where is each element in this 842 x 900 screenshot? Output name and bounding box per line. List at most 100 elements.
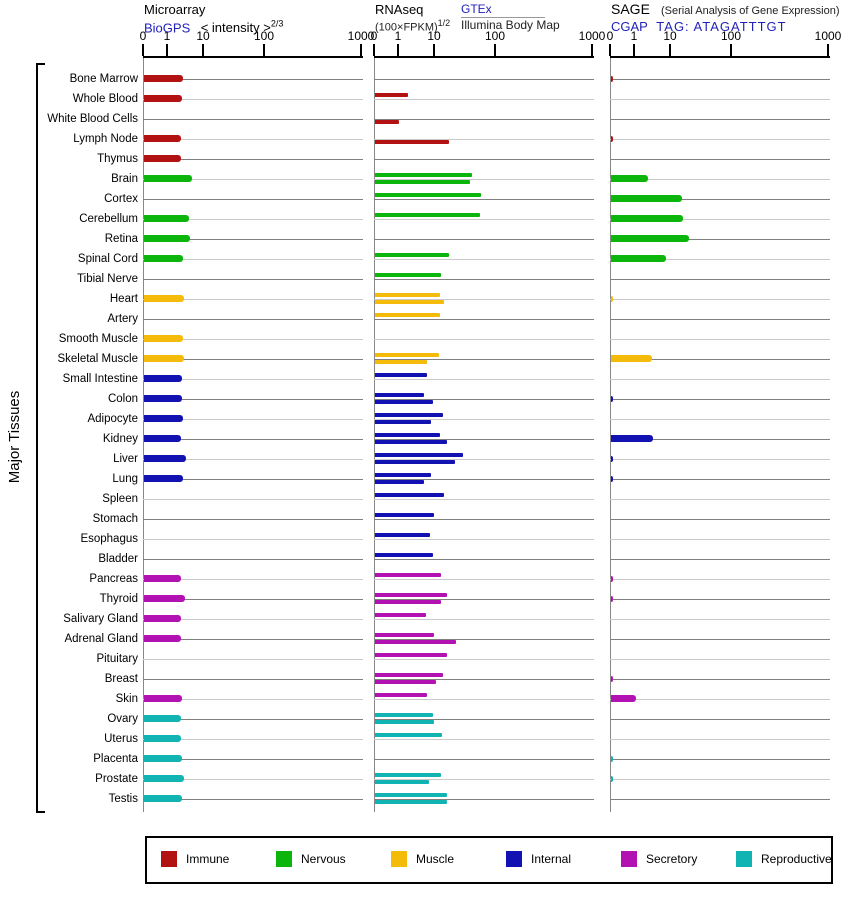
- bar-rnaseq-gtex: [375, 293, 440, 297]
- grid-line: [143, 339, 363, 340]
- rnaseq-tick-label: 100: [484, 29, 506, 43]
- bar-microarray: [144, 755, 182, 762]
- grid-line: [610, 299, 830, 300]
- grid-line: [143, 399, 363, 400]
- biogps-link[interactable]: BioGPS: [144, 20, 191, 36]
- microarray-tick-label: 0: [139, 29, 147, 43]
- grid-line: [374, 519, 594, 520]
- bar-rnaseq-illumina: [375, 400, 433, 404]
- grid-line: [610, 539, 830, 540]
- rnaseq-subtitle-exponent: 1/2: [437, 18, 451, 28]
- sage-zero-line: [610, 58, 611, 812]
- bar-rnaseq-gtex: [375, 513, 435, 517]
- grid-line: [143, 159, 363, 160]
- bar-rnaseq-gtex: [375, 693, 427, 697]
- bar-microarray: [144, 475, 183, 482]
- grid-line: [610, 79, 830, 80]
- bar-microarray: [144, 775, 185, 782]
- grid-line: [374, 79, 594, 80]
- bar-rnaseq-gtex: [375, 633, 435, 637]
- grid-line: [374, 159, 594, 160]
- bar-rnaseq-illumina: [375, 720, 435, 724]
- tissue-label: Small Intestine: [62, 373, 138, 385]
- bar-rnaseq-illumina: [375, 420, 431, 424]
- grid-line: [374, 459, 594, 460]
- grid-line: [374, 659, 594, 660]
- tissue-label: Cortex: [104, 193, 138, 205]
- sage-trace-tick: [611, 296, 614, 302]
- rnaseq-tick: [494, 44, 496, 56]
- cgap-link[interactable]: CGAP: [611, 19, 648, 34]
- sage-tick-label: 100: [720, 29, 742, 43]
- bar-rnaseq-gtex: [375, 793, 448, 797]
- bar-sage: [611, 355, 653, 362]
- tissue-label: Adrenal Gland: [64, 633, 138, 645]
- microarray-zero-line: [143, 58, 144, 812]
- grid-line: [610, 379, 830, 380]
- grid-line: [374, 319, 594, 320]
- grid-line: [143, 299, 363, 300]
- bar-rnaseq-illumina: [375, 480, 425, 484]
- microarray-tick-label: 1: [163, 29, 171, 43]
- tissue-label: Pancreas: [89, 573, 138, 585]
- bar-microarray: [144, 455, 187, 462]
- bar-rnaseq-gtex: [375, 253, 450, 257]
- grid-line: [143, 719, 363, 720]
- sage-title: SAGE: [611, 1, 650, 17]
- grid-line: [143, 759, 363, 760]
- grid-line: [610, 279, 830, 280]
- tissue-label: Ovary: [107, 713, 138, 725]
- bar-sage: [611, 175, 649, 182]
- grid-line: [374, 339, 594, 340]
- grid-line: [143, 799, 363, 800]
- grid-line: [610, 499, 830, 500]
- grid-line: [143, 559, 363, 560]
- rnaseq-tick: [433, 44, 435, 56]
- rnaseq-tick: [373, 44, 375, 56]
- grid-line: [374, 219, 594, 220]
- grid-line: [610, 319, 830, 320]
- rnaseq-tick-label: 10: [427, 29, 441, 43]
- grid-line: [143, 739, 363, 740]
- grid-line: [610, 339, 830, 340]
- bar-sage: [611, 255, 666, 262]
- grid-line: [143, 259, 363, 260]
- grid-line: [374, 199, 594, 200]
- tissue-label: Heart: [109, 293, 138, 305]
- microarray-title: Microarray: [144, 2, 206, 17]
- sage-trace-tick: [611, 676, 614, 682]
- bar-microarray: [144, 435, 182, 442]
- bar-rnaseq-gtex: [375, 533, 431, 537]
- tissue-label: Retina: [104, 233, 138, 245]
- sage-trace-tick: [611, 396, 614, 402]
- grid-line: [143, 379, 363, 380]
- sage-axis: [610, 56, 830, 58]
- grid-line: [610, 179, 830, 180]
- gtex-link[interactable]: GTEx: [461, 2, 492, 16]
- grid-line: [143, 199, 363, 200]
- bar-microarray: [144, 395, 182, 402]
- bar-rnaseq-gtex: [375, 613, 426, 617]
- grid-line: [374, 539, 594, 540]
- rnaseq-subtitle: (100×FPKM)1/2: [375, 18, 451, 34]
- grid-line: [374, 279, 594, 280]
- bar-microarray: [144, 235, 191, 242]
- tissue-label: Colon: [107, 393, 138, 405]
- sage-tick: [827, 44, 829, 56]
- grid-line: [143, 439, 363, 440]
- grid-line: [610, 619, 830, 620]
- grid-line: [610, 139, 830, 140]
- grid-line: [374, 599, 594, 600]
- rnaseq-tick-label: 1000: [578, 29, 606, 43]
- bar-rnaseq-gtex: [375, 413, 443, 417]
- tissue-label: Brain: [111, 173, 138, 185]
- bar-rnaseq-illumina: [375, 780, 429, 784]
- grid-line: [143, 179, 363, 180]
- bar-rnaseq-gtex: [375, 273, 441, 277]
- bar-microarray: [144, 415, 183, 422]
- grid-line: [143, 419, 363, 420]
- grid-line: [610, 659, 830, 660]
- microarray-tick: [202, 44, 204, 56]
- legend-label-internal: Internal: [531, 852, 572, 866]
- grid-line: [610, 559, 830, 560]
